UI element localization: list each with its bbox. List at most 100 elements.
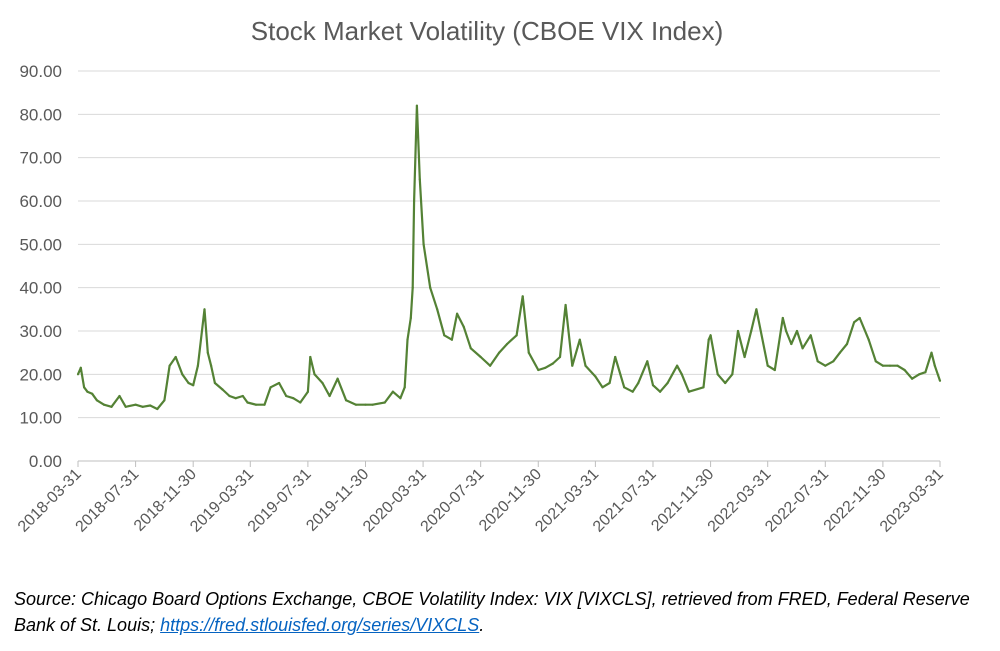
source-link[interactable]: https://fred.stlouisfed.org/series/VIXCL… — [160, 615, 479, 635]
vix-data-point — [528, 352, 530, 354]
vix-data-point — [824, 365, 826, 367]
vix-data-point — [278, 382, 280, 384]
y-tick-label: 20.00 — [19, 365, 62, 384]
chart-title: Stock Market Volatility (CBOE VIX Index) — [251, 16, 724, 46]
vix-data-point — [242, 395, 244, 397]
vix-data-point — [307, 391, 309, 393]
vix-data-point — [135, 404, 137, 406]
vix-data-point — [601, 386, 603, 388]
vix-data-point — [646, 360, 648, 362]
y-tick-label: 10.00 — [19, 409, 62, 428]
vix-data-point — [681, 373, 683, 375]
vix-data-point — [817, 360, 819, 362]
vix-data-point — [309, 356, 311, 358]
y-tick-label: 40.00 — [19, 279, 62, 298]
vix-data-point — [163, 399, 165, 401]
vix-data-point — [785, 330, 787, 332]
vix-data-point — [246, 401, 248, 403]
vix-data-point — [392, 391, 394, 393]
vix-data-point — [506, 343, 508, 345]
vix-data-point — [724, 382, 726, 384]
vix-data-point — [406, 339, 408, 341]
y-tick-label: 0.00 — [29, 452, 62, 471]
vix-data-point — [790, 343, 792, 345]
vix-data-point — [544, 367, 546, 369]
vix-data-point — [904, 369, 906, 371]
vix-data-point — [103, 404, 105, 406]
vix-data-point — [632, 391, 634, 393]
vix-data-point — [423, 243, 425, 245]
vix-data-point — [846, 343, 848, 345]
vix-data-point — [832, 360, 834, 362]
vix-data-point — [86, 391, 88, 393]
vix-data-point — [839, 352, 841, 354]
vix-data-point — [702, 386, 704, 388]
vix-data-point — [934, 365, 936, 367]
vix-data-point — [637, 382, 639, 384]
y-tick-label: 70.00 — [19, 149, 62, 168]
vix-data-point — [443, 334, 445, 336]
vix-data-point — [337, 378, 339, 380]
y-tick-label: 90.00 — [19, 62, 62, 81]
vix-data-point — [451, 339, 453, 341]
vix-data-point — [859, 317, 861, 319]
vix-data-point — [416, 105, 418, 107]
y-tick-label: 60.00 — [19, 192, 62, 211]
vix-series-line — [78, 106, 940, 409]
y-axis-ticks: 0.00 10.00 20.00 30.00 40.00 50.00 60.00 70.00 8… — [19, 62, 62, 471]
vix-data-point — [782, 317, 784, 319]
vix-data-point — [579, 339, 581, 341]
vix-data-point — [810, 334, 812, 336]
source-suffix: . — [479, 615, 484, 635]
vix-data-point — [96, 399, 98, 401]
vix-data-point — [404, 386, 406, 388]
vix-data-point — [667, 382, 669, 384]
y-tick-label: 80.00 — [19, 105, 62, 124]
vix-data-point — [364, 404, 366, 406]
vix-data-point — [522, 295, 524, 297]
vix-data-point — [889, 365, 891, 367]
vix-data-point — [882, 365, 884, 367]
vix-data-point — [299, 401, 301, 403]
vix-data-point — [372, 404, 374, 406]
vix-data-point — [221, 388, 223, 390]
vix-data-point — [676, 365, 678, 367]
vix-data-point — [623, 386, 625, 388]
vix-data-point — [737, 330, 739, 332]
vix-data-point — [918, 373, 920, 375]
vix-data-point — [614, 356, 616, 358]
vix-data-point — [744, 356, 746, 358]
vix-data-point — [498, 352, 500, 354]
vix-data-point — [688, 391, 690, 393]
source-note: Source: Chicago Board Options Exchange, … — [14, 586, 989, 638]
vix-data-point — [559, 356, 561, 358]
vix-data-point — [207, 352, 209, 354]
vix-data-point — [924, 371, 926, 373]
vix-data-point — [436, 308, 438, 310]
vix-data-point — [214, 382, 216, 384]
vix-data-point — [796, 330, 798, 332]
vix-data-point — [410, 317, 412, 319]
vix-data-point — [802, 347, 804, 349]
vix-data-point — [516, 334, 518, 336]
vix-data-point — [210, 365, 212, 367]
vix-data-point — [875, 360, 877, 362]
vix-data-point — [552, 362, 554, 364]
vix-data-point — [911, 378, 913, 380]
vix-data-point — [896, 365, 898, 367]
vix-data-point — [192, 384, 194, 386]
vix-data-point — [708, 339, 710, 341]
vix-data-point — [456, 313, 458, 315]
vix-data-point — [774, 369, 776, 371]
vix-data-point — [731, 373, 733, 375]
series-layer — [77, 105, 941, 411]
vix-data-point — [413, 200, 415, 202]
vix-data-point — [429, 287, 431, 289]
vix-data-point — [169, 365, 171, 367]
vix-data-point — [750, 330, 752, 332]
vix-data-point — [292, 397, 294, 399]
vix-data-point — [80, 367, 82, 369]
vix-data-point — [853, 321, 855, 323]
vix-data-point — [584, 365, 586, 367]
vix-data-point — [329, 395, 331, 397]
